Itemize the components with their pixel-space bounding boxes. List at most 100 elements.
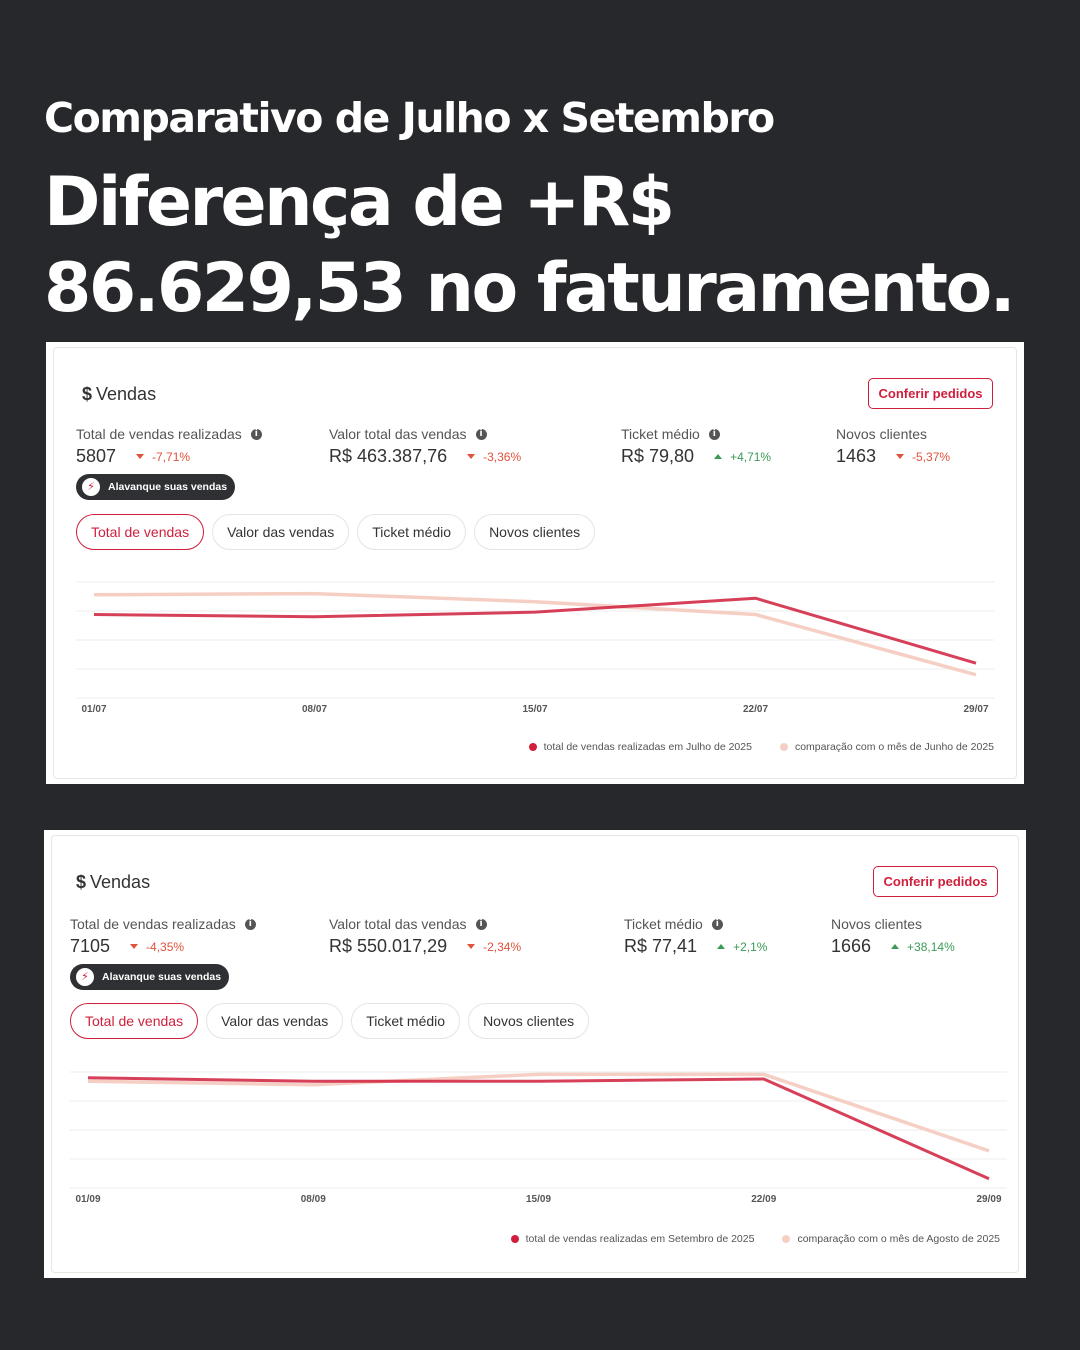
metric-label: Total de vendas realizadas bbox=[70, 916, 236, 932]
conferir-pedidos-button[interactable]: Conferir pedidos bbox=[868, 378, 993, 409]
x-tick-label: 08/09 bbox=[301, 1194, 326, 1205]
sales-card-september: $ Vendas Conferir pedidos Total de vendas… bbox=[44, 830, 1026, 1278]
metric-value: R$ 463.387,76 bbox=[329, 446, 448, 466]
metric-valor-total: Valor total das vendas i R$ 550.017,29 -2,… bbox=[329, 916, 521, 957]
metric-label: Novos clientes bbox=[831, 916, 923, 932]
arrow-up-icon bbox=[714, 454, 723, 459]
arrow-down-icon bbox=[467, 944, 476, 949]
delta-text: -4,35% bbox=[146, 939, 185, 954]
sales-line-chart: 01/07 08/07 15/07 22/07 29/07 bbox=[76, 581, 994, 715]
metric-tabs: Total de vendas Valor das vendas Ticket … bbox=[70, 1003, 597, 1039]
legend-label: comparação com o mês de Agosto de 2025 bbox=[797, 1233, 1000, 1245]
metric-label: Novos clientes bbox=[836, 426, 928, 442]
sales-panel: $ Vendas Conferir pedidos Total de vendas… bbox=[51, 835, 1019, 1273]
x-tick-label: 01/09 bbox=[75, 1194, 100, 1205]
sales-panel: $ Vendas Conferir pedidos Total de vendas… bbox=[53, 347, 1017, 779]
x-tick-label: 29/07 bbox=[963, 704, 988, 715]
arrow-down-icon bbox=[136, 454, 145, 459]
legend-item-current: total de vendas realizadas em Setembro d… bbox=[510, 1233, 755, 1245]
metric-delta: -3,36% bbox=[467, 450, 521, 464]
alavanque-vendas-button[interactable]: ⚡ Alavanque suas vendas bbox=[76, 474, 236, 500]
delta-text: -2,34% bbox=[483, 939, 522, 954]
x-tick-label: 22/09 bbox=[751, 1194, 776, 1205]
delta-text: -5,37% bbox=[912, 449, 951, 464]
metric-ticket-medio: Ticket médio i R$ 79,80 +4,71% bbox=[621, 426, 771, 467]
headline-subtitle: Comparativo de Julho x Setembro bbox=[44, 94, 775, 142]
tab-total-vendas[interactable]: Total de vendas bbox=[76, 514, 205, 550]
info-icon[interactable]: i bbox=[475, 918, 487, 930]
tab-novos-clientes[interactable]: Novos clientes bbox=[474, 514, 596, 550]
arrow-down-icon bbox=[467, 454, 476, 459]
metric-value: 1463 bbox=[836, 446, 877, 466]
arrow-up-icon bbox=[717, 944, 726, 949]
alavanque-vendas-button[interactable]: ⚡ Alavanque suas vendas bbox=[70, 964, 230, 990]
tab-ticket-medio[interactable]: Ticket médio bbox=[351, 1003, 461, 1039]
metric-label: Ticket médio bbox=[624, 916, 703, 932]
card-title-text: Vendas bbox=[96, 384, 157, 404]
delta-text: -3,36% bbox=[483, 449, 522, 464]
metric-label: Ticket médio bbox=[621, 426, 700, 442]
info-icon[interactable]: i bbox=[475, 428, 487, 440]
arrow-down-icon bbox=[130, 944, 139, 949]
metric-label: Valor total das vendas bbox=[329, 916, 467, 932]
x-tick-label: 29/09 bbox=[976, 1194, 1001, 1205]
tab-ticket-medio[interactable]: Ticket médio bbox=[357, 514, 467, 550]
metric-delta: +38,14% bbox=[891, 940, 955, 954]
metric-total-vendas: Total de vendas realizadas i 7105 -4,35% bbox=[70, 916, 256, 957]
series-line-current bbox=[93, 596, 977, 665]
legend-item-current: total de vendas realizadas em Julho de 2… bbox=[528, 741, 752, 753]
arrow-up-icon bbox=[891, 944, 900, 949]
metric-delta: -2,34% bbox=[467, 940, 521, 954]
tab-novos-clientes[interactable]: Novos clientes bbox=[468, 1003, 590, 1039]
promo-label: Alavanque suas vendas bbox=[102, 971, 222, 983]
arrow-down-icon bbox=[896, 454, 905, 459]
lightning-icon: ⚡ bbox=[76, 968, 94, 986]
legend-dot bbox=[779, 743, 788, 751]
promo-label: Alavanque suas vendas bbox=[108, 481, 228, 493]
metric-total-vendas: Total de vendas realizadas i 5807 -7,71% bbox=[76, 426, 262, 467]
conferir-pedidos-button[interactable]: Conferir pedidos bbox=[873, 866, 998, 897]
delta-text: +4,71% bbox=[730, 449, 772, 464]
legend-dot bbox=[510, 1235, 519, 1243]
metric-delta: -5,37% bbox=[896, 450, 950, 464]
delta-text: +2,1% bbox=[733, 939, 768, 954]
info-icon[interactable]: i bbox=[711, 918, 723, 930]
delta-text: -7,71% bbox=[152, 449, 191, 464]
headline-title: Diferença de +R$ 86.629,53 no faturament… bbox=[44, 163, 1016, 328]
dollar-icon: $ bbox=[76, 872, 87, 892]
chart-legend: total de vendas realizadas em Julho de 2… bbox=[501, 741, 994, 753]
info-icon[interactable]: i bbox=[708, 428, 720, 440]
metric-value: 1666 bbox=[831, 936, 872, 956]
info-icon[interactable]: i bbox=[250, 428, 262, 440]
metric-value: R$ 77,41 bbox=[624, 936, 698, 956]
lightning-icon: ⚡ bbox=[82, 478, 100, 496]
series-line-comparison bbox=[93, 591, 977, 677]
delta-text: +38,14% bbox=[907, 939, 955, 954]
chart-legend: total de vendas realizadas em Setembro d… bbox=[483, 1233, 1000, 1245]
legend-dot bbox=[782, 1235, 791, 1243]
legend-label: total de vendas realizadas em Julho de 2… bbox=[543, 741, 752, 753]
sales-line-chart: 01/09 08/09 15/09 22/09 29/09 bbox=[70, 1071, 1007, 1205]
legend-item-comparison: comparação com o mês de Agosto de 2025 bbox=[782, 1233, 1000, 1245]
x-tick-label: 15/09 bbox=[526, 1194, 551, 1205]
legend-dot bbox=[528, 743, 537, 751]
x-tick-label: 08/07 bbox=[302, 704, 327, 715]
metric-delta: -4,35% bbox=[130, 940, 184, 954]
x-tick-label: 01/07 bbox=[81, 704, 106, 715]
metric-label: Total de vendas realizadas bbox=[76, 426, 242, 442]
dollar-icon: $ bbox=[82, 384, 93, 404]
sales-card-july: $ Vendas Conferir pedidos Total de vendas… bbox=[46, 342, 1024, 784]
metric-delta: +2,1% bbox=[717, 940, 767, 954]
tab-valor-vendas[interactable]: Valor das vendas bbox=[212, 514, 350, 550]
info-icon[interactable]: i bbox=[244, 918, 256, 930]
tab-valor-vendas[interactable]: Valor das vendas bbox=[206, 1003, 344, 1039]
metric-ticket-medio: Ticket médio i R$ 77,41 +2,1% bbox=[624, 916, 767, 957]
metric-value: 7105 bbox=[70, 936, 111, 956]
metric-novos-clientes: Novos clientes 1463 -5,37% bbox=[836, 426, 950, 467]
legend-label: total de vendas realizadas em Setembro d… bbox=[525, 1233, 755, 1245]
x-tick-label: 15/07 bbox=[522, 704, 547, 715]
series-line-current bbox=[87, 1076, 990, 1181]
card-title: $ Vendas bbox=[82, 384, 156, 405]
tab-total-vendas[interactable]: Total de vendas bbox=[70, 1003, 199, 1039]
metric-value: 5807 bbox=[76, 446, 117, 466]
